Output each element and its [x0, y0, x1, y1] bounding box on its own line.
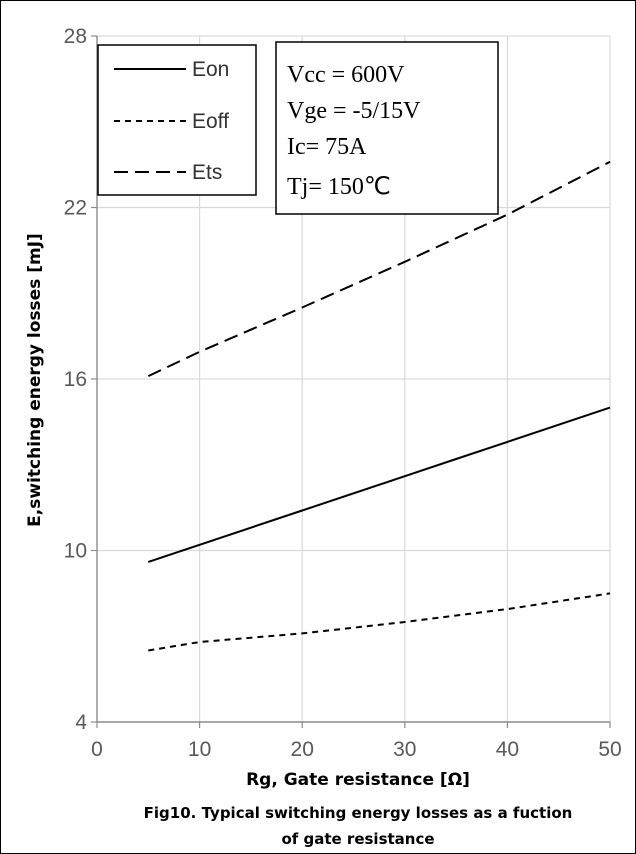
condition-vge: Vge = -5/15V	[287, 98, 421, 124]
condition-vcc: Vcc = 600V	[287, 62, 405, 88]
y-tick-label-22: 22	[64, 197, 87, 220]
legend: Eon Eoff Ets	[97, 44, 257, 196]
y-tick-label-16: 16	[64, 368, 87, 391]
y-tick-label-28: 28	[64, 25, 87, 48]
y-tick-label-10: 10	[64, 540, 87, 563]
x-tick-label-20: 20	[291, 738, 314, 761]
legend-label-ets: Ets	[192, 161, 222, 184]
legend-label-eon: Eon	[192, 58, 229, 81]
x-tick-labels: 0 10 20 30 40 50	[91, 738, 622, 761]
conditions-box: Vcc = 600V Vge = -5/15V Ic= 75A Tj= 150℃	[275, 41, 499, 215]
x-tick-label-40: 40	[496, 738, 519, 761]
plot-axes	[91, 35, 611, 728]
series-line-eon	[147, 406, 611, 563]
x-axis-title: Rg, Gate resistance [Ω]	[246, 770, 470, 790]
x-tick-label-10: 10	[188, 738, 211, 761]
legend-label-eoff: Eoff	[192, 110, 229, 133]
x-tick-label-0: 0	[91, 738, 103, 761]
conditions-frame	[275, 41, 499, 215]
condition-tj: Tj= 150℃	[287, 174, 391, 200]
y-axis-title: E,switching energy losses [mJ]	[25, 233, 45, 527]
y-tick-labels: 4 10 16 22 28	[64, 25, 88, 734]
series-line-eoff	[148, 592, 611, 652]
y-tick-label-4: 4	[75, 711, 87, 734]
series-line-ets	[147, 160, 611, 378]
caption-line-2: of gate resistance	[281, 830, 434, 848]
caption-line-1: Fig10. Typical switching energy losses a…	[144, 804, 573, 822]
series-lines	[147, 160, 611, 652]
x-tick-label-50: 50	[598, 738, 621, 761]
x-tick-label-30: 30	[393, 738, 416, 761]
grid-lines	[97, 35, 611, 722]
condition-ic: Ic= 75A	[287, 134, 367, 160]
